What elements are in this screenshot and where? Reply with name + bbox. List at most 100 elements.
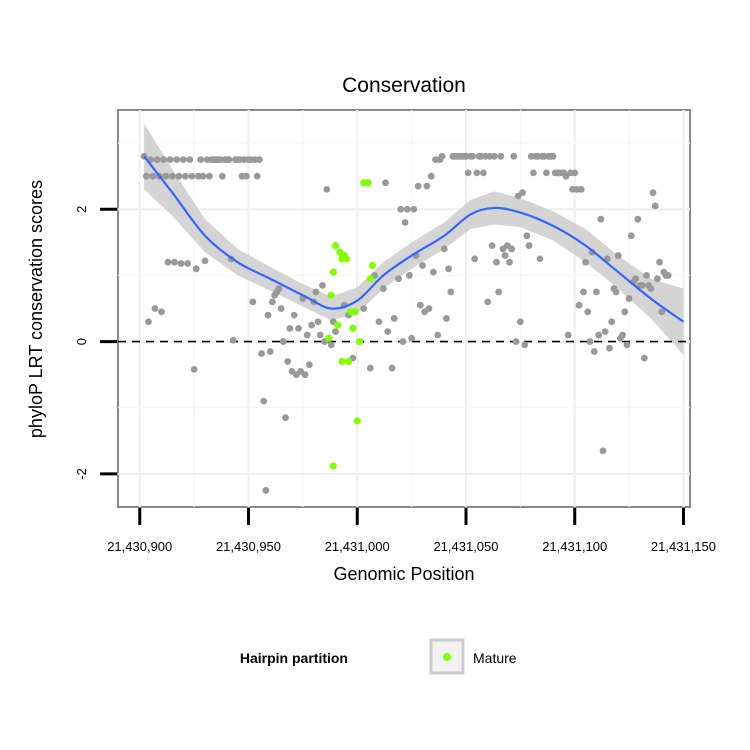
y-axis: -2 0 2 xyxy=(74,206,117,480)
background-point-188 xyxy=(582,258,590,266)
background-point-105 xyxy=(401,219,409,226)
background-point-74 xyxy=(301,371,309,379)
background-point-153 xyxy=(506,258,513,266)
background-point-156 xyxy=(512,338,520,345)
background-point-14 xyxy=(171,258,178,266)
background-point-58 xyxy=(266,348,274,355)
background-point-11 xyxy=(164,258,172,266)
background-point-185 xyxy=(575,301,583,309)
background-point-16 xyxy=(175,172,183,180)
background-point-155 xyxy=(510,152,518,160)
background-point-4 xyxy=(149,172,157,180)
y-axis-title: phyloP LRT conservation scores xyxy=(26,180,46,438)
y-tick-label-2: 2 xyxy=(74,206,89,213)
background-point-47 xyxy=(242,172,250,180)
background-point-197 xyxy=(601,328,609,336)
mature-point-1 xyxy=(331,242,340,250)
mature-point-19 xyxy=(329,462,337,470)
background-point-120 xyxy=(434,331,442,339)
x-axis-title: Genomic Position xyxy=(333,564,474,584)
background-point-107 xyxy=(406,272,413,279)
background-point-63 xyxy=(277,305,285,312)
background-point-138 xyxy=(473,169,481,177)
background-point-75 xyxy=(303,331,311,339)
background-point-76 xyxy=(305,361,313,369)
background-point-102 xyxy=(395,275,402,283)
background-point-118 xyxy=(429,268,437,276)
legend-title: Hairpin partition xyxy=(240,650,348,666)
background-point-116 xyxy=(425,305,433,312)
background-point-55 xyxy=(260,397,268,405)
background-point-218 xyxy=(647,285,655,293)
background-point-111 xyxy=(414,182,422,190)
background-point-215 xyxy=(640,354,648,362)
background-point-151 xyxy=(501,252,509,259)
mature-point-9 xyxy=(349,324,357,332)
background-point-27 xyxy=(199,172,207,180)
background-point-97 xyxy=(379,285,387,293)
background-point-117 xyxy=(427,172,435,180)
background-point-86 xyxy=(327,341,335,349)
x-tick-label-2: 21,431,000 xyxy=(325,539,390,554)
x-tick-label-3: 21,431,050 xyxy=(433,539,498,554)
background-point-115 xyxy=(423,182,431,190)
smooth-fit-curve xyxy=(143,155,685,323)
background-point-196 xyxy=(599,447,607,455)
background-point-192 xyxy=(590,348,598,355)
background-point-88 xyxy=(332,328,339,336)
background-point-223 xyxy=(658,308,666,316)
background-point-195 xyxy=(597,215,605,223)
background-point-13 xyxy=(168,172,176,180)
background-point-65 xyxy=(282,414,289,422)
mature-points xyxy=(325,179,377,470)
mature-point-15 xyxy=(366,275,374,283)
background-point-57 xyxy=(264,311,272,319)
mature-point-0 xyxy=(329,268,337,276)
background-point-113 xyxy=(419,262,426,269)
background-point-59 xyxy=(269,298,276,306)
background-point-206 xyxy=(621,308,629,316)
background-point-77 xyxy=(308,321,315,329)
background-point-207 xyxy=(623,341,631,349)
background-point-122 xyxy=(438,152,446,160)
background-point-18 xyxy=(179,156,187,164)
background-point-54 xyxy=(258,350,265,357)
background-point-106 xyxy=(403,205,411,213)
background-point-183 xyxy=(571,169,579,177)
background-point-173 xyxy=(549,152,557,160)
background-point-101 xyxy=(390,315,398,322)
background-point-52 xyxy=(253,172,261,180)
background-point-194 xyxy=(595,331,603,339)
background-point-99 xyxy=(384,328,392,336)
mature-point-4 xyxy=(338,357,346,366)
background-point-84 xyxy=(323,186,331,193)
background-point-24 xyxy=(192,265,200,273)
background-point-28 xyxy=(201,257,209,265)
legend-key-mature xyxy=(443,653,451,661)
background-point-216 xyxy=(643,272,650,279)
background-point-112 xyxy=(416,301,424,309)
background-point-180 xyxy=(564,331,572,339)
background-point-53 xyxy=(255,156,263,164)
background-point-212 xyxy=(634,215,642,223)
background-point-5 xyxy=(151,305,159,312)
chart-title: Conservation xyxy=(342,74,466,97)
background-point-145 xyxy=(488,242,496,250)
background-point-205 xyxy=(619,331,626,339)
background-point-100 xyxy=(388,364,396,372)
background-point-143 xyxy=(484,298,492,306)
background-point-126 xyxy=(447,288,455,296)
mature-point-11 xyxy=(353,417,361,425)
background-point-26 xyxy=(197,156,205,164)
background-point-203 xyxy=(614,252,622,259)
mature-point-2 xyxy=(334,321,342,329)
background-point-103 xyxy=(397,205,405,213)
background-point-190 xyxy=(586,338,594,345)
background-point-147 xyxy=(493,258,500,266)
background-point-41 xyxy=(229,336,237,344)
background-point-9 xyxy=(160,156,168,164)
background-point-19 xyxy=(182,172,189,180)
background-point-219 xyxy=(649,189,657,197)
background-point-154 xyxy=(508,245,516,253)
